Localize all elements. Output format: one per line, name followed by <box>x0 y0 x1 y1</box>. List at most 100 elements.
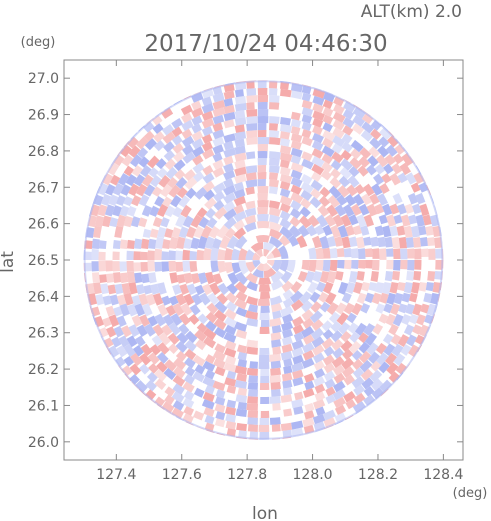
radar-cell <box>279 226 294 240</box>
radar-cell <box>389 203 400 215</box>
radar-cell <box>412 237 421 248</box>
radar-cell <box>120 272 129 284</box>
radar-cell <box>314 391 326 402</box>
radar-cell <box>98 240 107 249</box>
radar-cell <box>154 368 167 382</box>
radar-cell <box>414 260 422 270</box>
radar-cell <box>231 248 241 260</box>
radar-cell <box>332 103 345 115</box>
radar-cell <box>351 358 364 370</box>
radar-cell <box>94 215 105 228</box>
radar-cell <box>324 214 336 227</box>
radar-cell <box>337 224 349 238</box>
radar-cell <box>322 409 336 421</box>
radar-cell <box>237 351 247 361</box>
radar-cell <box>350 248 359 259</box>
radar-cell <box>351 260 359 270</box>
radar-cell <box>290 140 302 150</box>
radar-cell <box>266 260 275 267</box>
radar-cell <box>308 247 317 259</box>
radar-cell <box>224 347 237 358</box>
radar-cell <box>334 412 347 424</box>
radar-cell <box>378 361 390 374</box>
radar-cell <box>342 348 354 361</box>
radar-cell <box>322 247 331 259</box>
radar-cell <box>322 281 334 295</box>
radar-cell <box>226 399 237 409</box>
radar-cell <box>259 382 270 390</box>
radar-cell <box>215 411 226 421</box>
radar-cell <box>393 214 403 225</box>
radar-cell <box>378 136 390 148</box>
radar-cell <box>145 293 156 306</box>
radar-cell <box>290 154 302 165</box>
radar-cell <box>361 113 374 125</box>
chart-title: 2017/10/24 04:46:30 <box>144 31 387 57</box>
radar-cell <box>172 366 186 379</box>
radar-cell <box>280 159 290 169</box>
radar-cell <box>359 147 372 160</box>
radar-cell <box>153 131 165 143</box>
radar-cell <box>301 158 314 170</box>
radar-cell <box>343 390 356 403</box>
radar-cell <box>204 415 215 425</box>
radar-cell <box>127 303 138 317</box>
radar-cell <box>165 305 177 317</box>
radar-cell <box>301 92 312 102</box>
radar-cell <box>148 167 159 178</box>
radar-cell <box>270 270 284 283</box>
radar-cell <box>173 159 186 172</box>
radar-cell <box>378 214 388 225</box>
radar-cell <box>185 187 197 199</box>
radar-cell <box>212 136 225 147</box>
radar-cell <box>292 316 304 327</box>
radar-cell <box>282 387 293 396</box>
radar-cell <box>102 215 112 228</box>
radar-cell <box>223 170 236 181</box>
radar-cell <box>257 144 269 152</box>
radar-cell <box>390 333 402 346</box>
radar-cell <box>224 247 234 260</box>
radar-cell <box>160 217 170 228</box>
radar-cell <box>315 260 324 271</box>
radar-cell <box>147 250 155 260</box>
radar-cell <box>337 185 350 198</box>
radar-cell <box>320 169 332 181</box>
radar-cell <box>371 248 380 259</box>
radar-cell <box>223 90 235 100</box>
radar-cell <box>330 168 341 179</box>
radar-cell <box>178 313 191 326</box>
radar-cell <box>235 329 248 339</box>
radar-cell <box>234 379 247 389</box>
radar-cell <box>231 262 241 274</box>
radar-cell <box>184 366 196 377</box>
radar-cell <box>115 356 126 368</box>
radar-cell <box>155 236 164 249</box>
radar-cell <box>269 207 282 217</box>
radar-cell <box>225 301 237 312</box>
radar-cell <box>393 260 401 271</box>
radar-cell <box>182 144 194 156</box>
radar-cell <box>216 293 229 305</box>
radar-cell <box>191 138 204 150</box>
radar-cell <box>372 260 380 271</box>
radar-cell <box>162 131 176 144</box>
radar-cell <box>384 236 393 248</box>
x-tick-label: 127.6 <box>162 467 202 483</box>
radar-cell <box>156 203 169 218</box>
radar-cell <box>434 271 443 280</box>
radar-cell <box>341 133 353 144</box>
radar-cell <box>202 391 215 403</box>
radar-cell <box>347 322 359 334</box>
radar-cell <box>208 225 220 239</box>
radar-cell <box>340 214 352 227</box>
radar-cell <box>258 277 272 286</box>
radar-cell <box>331 143 343 154</box>
radar-cell <box>300 174 313 185</box>
radar-cell <box>214 300 228 314</box>
radar-cell <box>223 184 236 196</box>
radar-cell <box>384 271 393 282</box>
radar-cell <box>398 236 407 249</box>
radar-cell <box>168 295 179 306</box>
radar-cell <box>322 114 334 125</box>
